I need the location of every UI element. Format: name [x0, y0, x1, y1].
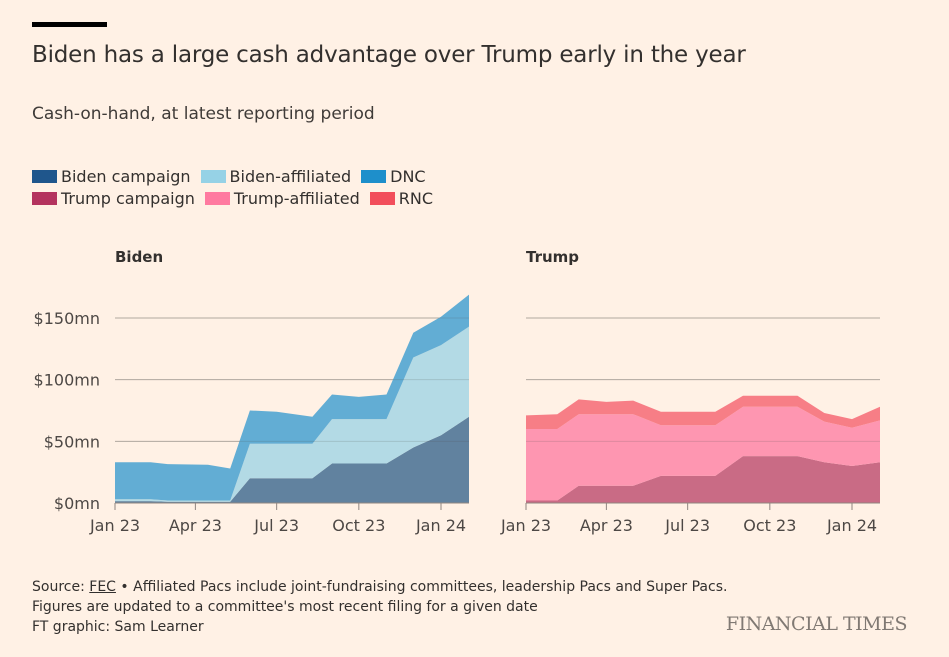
- legend-item-biden-affiliated: Biden-affiliated: [200, 166, 352, 186]
- footer-note: Figures are updated to a committee's mos…: [32, 599, 538, 615]
- x-tick-label: Oct 23: [332, 516, 385, 535]
- y-tick-label: $0mn: [54, 494, 100, 513]
- x-tick-label: Oct 23: [743, 516, 796, 535]
- y-tick-label: $50mn: [44, 432, 100, 451]
- area-dnc: [115, 294, 469, 501]
- chart-subtitle: Cash-on-hand, at latest reporting period: [32, 104, 375, 124]
- legend-swatch: [361, 169, 387, 183]
- panel-title-trump: Trump: [526, 248, 580, 266]
- area-trump-campaign: [526, 456, 880, 503]
- legend-swatch: [369, 191, 395, 205]
- area-rnc: [526, 395, 880, 429]
- footer: Source: FEC • Affiliated Pacs include jo…: [32, 577, 727, 637]
- area-trump-affiliated: [526, 406, 880, 501]
- legend-swatch: [32, 169, 57, 183]
- legend-swatch: [204, 191, 230, 205]
- legend-item-trump-campaign: Trump campaign: [32, 189, 195, 208]
- x-tick-label: Jan 24: [415, 516, 466, 535]
- legend-item-trump-affiliated: Trump-affiliated: [204, 188, 360, 208]
- area-biden-campaign: [115, 416, 469, 503]
- source-link-fec[interactable]: FEC: [89, 579, 116, 595]
- x-tick-label: Jul 23: [253, 516, 299, 535]
- legend-item-dnc: DNC: [361, 166, 426, 186]
- legend-swatch: [32, 191, 57, 205]
- legend-item-rnc: RNC: [369, 188, 434, 208]
- legend-label: Biden-affiliated: [229, 166, 352, 186]
- footer-credit: FT graphic: Sam Learner: [32, 619, 204, 635]
- legend-row: Trump campaign Trump-affiliated RNC: [32, 187, 443, 209]
- x-tick-label: Jan 23: [500, 516, 551, 535]
- legend-label: Trump campaign: [61, 188, 195, 208]
- x-tick-label: Apr 23: [580, 516, 633, 535]
- y-tick-label: $150mn: [34, 309, 100, 328]
- panel-title-biden: Biden: [115, 248, 164, 266]
- x-tick-label: Apr 23: [169, 516, 222, 535]
- x-tick-label: Jan 24: [826, 516, 877, 535]
- x-tick-label: Jan 23: [89, 516, 140, 535]
- ft-logo: FINANCIAL TIMES: [725, 613, 908, 635]
- source-note: • Affiliated Pacs include joint-fundrais…: [115, 579, 728, 595]
- area-biden-affiliated: [115, 326, 469, 502]
- legend-row: Biden campaign Biden-affiliated DNC: [32, 165, 443, 187]
- legend-label: Biden campaign: [61, 166, 191, 186]
- legend-label: RNC: [398, 188, 434, 208]
- legend-label: DNC: [390, 166, 426, 186]
- legend: Biden campaign Biden-affiliated DNC Trum…: [32, 165, 443, 209]
- chart-canvas: Jan 23 Apr 23 Jul 23 Oct 23 Jan 24 $0mn $50mn $…: [34, 294, 880, 535]
- source-line: Source: FEC • Affiliated Pacs include jo…: [32, 577, 727, 597]
- chart-title: Biden has a large cash advantage over Tr…: [32, 42, 746, 68]
- ft-top-rule: [32, 22, 107, 27]
- legend-label: Trump-affiliated: [233, 188, 360, 208]
- y-tick-label: $100mn: [34, 371, 100, 390]
- x-tick-label: Jul 23: [664, 516, 710, 535]
- legend-swatch: [200, 169, 226, 183]
- source-prefix: Source:: [32, 579, 90, 595]
- legend-item-biden-campaign: Biden campaign: [32, 167, 191, 186]
